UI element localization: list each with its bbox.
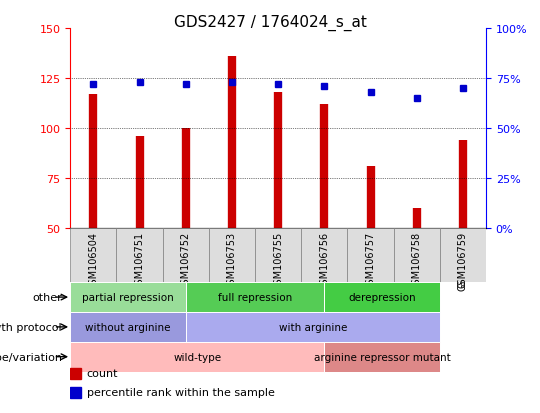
Text: GSM106757: GSM106757	[366, 231, 375, 291]
Text: with arginine: with arginine	[279, 322, 347, 332]
FancyBboxPatch shape	[394, 229, 440, 282]
FancyBboxPatch shape	[325, 342, 440, 372]
Text: GSM106755: GSM106755	[273, 231, 283, 291]
Text: GSM106756: GSM106756	[319, 229, 329, 288]
Bar	[70, 368, 80, 379]
Text: GSM106755: GSM106755	[273, 229, 283, 288]
Text: GSM106504: GSM106504	[89, 231, 98, 290]
Text: wild-type: wild-type	[173, 352, 221, 362]
Text: GSM106759: GSM106759	[458, 231, 468, 290]
Text: GSM106759: GSM106759	[458, 229, 468, 288]
Text: other: other	[32, 292, 62, 302]
Text: GSM106752: GSM106752	[181, 231, 191, 291]
FancyBboxPatch shape	[70, 312, 186, 342]
Text: GSM106756: GSM106756	[319, 231, 329, 290]
FancyBboxPatch shape	[325, 282, 440, 312]
FancyBboxPatch shape	[255, 229, 301, 282]
FancyBboxPatch shape	[301, 229, 347, 282]
Text: GDS2427 / 1764024_s_at: GDS2427 / 1764024_s_at	[173, 14, 367, 31]
Text: GSM106758: GSM106758	[411, 231, 422, 290]
Text: genotype/variation: genotype/variation	[0, 352, 62, 362]
Text: GSM106753: GSM106753	[227, 231, 237, 290]
FancyBboxPatch shape	[209, 229, 255, 282]
Text: GSM106758: GSM106758	[411, 229, 422, 288]
Text: GSM106751: GSM106751	[134, 231, 145, 290]
Text: growth protocol: growth protocol	[0, 322, 62, 332]
Text: count: count	[87, 368, 118, 379]
FancyBboxPatch shape	[440, 229, 486, 282]
FancyBboxPatch shape	[117, 229, 163, 282]
Bar	[70, 387, 80, 398]
Text: arginine repressor mutant: arginine repressor mutant	[314, 352, 450, 362]
FancyBboxPatch shape	[186, 312, 440, 342]
Text: without arginine: without arginine	[85, 322, 171, 332]
Text: GSM106751: GSM106751	[134, 229, 145, 288]
Text: GSM106753: GSM106753	[227, 229, 237, 288]
Text: GSM106757: GSM106757	[366, 229, 375, 288]
Text: derepression: derepression	[348, 292, 416, 302]
FancyBboxPatch shape	[347, 229, 394, 282]
FancyBboxPatch shape	[163, 229, 209, 282]
FancyBboxPatch shape	[70, 342, 325, 372]
FancyBboxPatch shape	[186, 282, 325, 312]
Text: full repression: full repression	[218, 292, 292, 302]
FancyBboxPatch shape	[70, 229, 117, 282]
Text: percentile rank within the sample: percentile rank within the sample	[87, 387, 275, 397]
Text: partial repression: partial repression	[82, 292, 174, 302]
FancyBboxPatch shape	[70, 282, 186, 312]
Text: GSM106752: GSM106752	[181, 229, 191, 288]
Text: GSM106504: GSM106504	[89, 229, 98, 288]
